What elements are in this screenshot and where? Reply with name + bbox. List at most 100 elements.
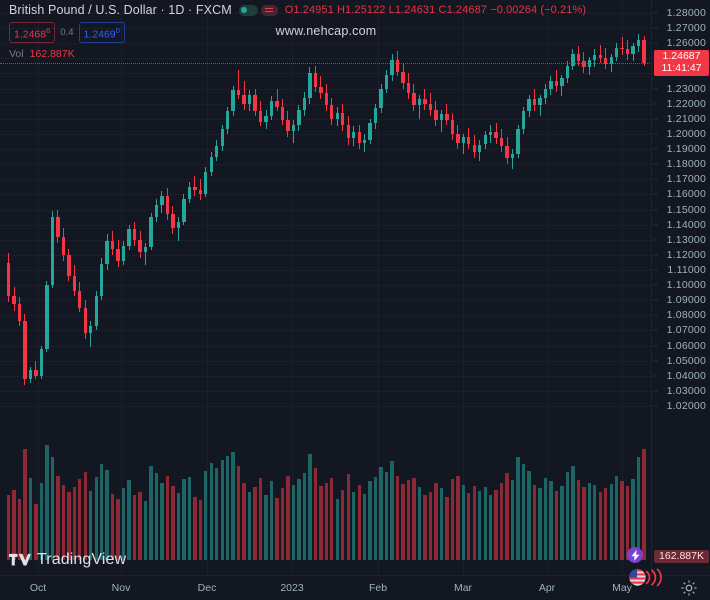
candle-wick	[90, 321, 92, 348]
quote-row: 1.24686 0.4 1.24690	[9, 22, 586, 43]
market-open-dot-icon[interactable]	[238, 4, 258, 16]
volume-bar	[439, 488, 444, 560]
volume-bar	[472, 486, 476, 560]
candle-body	[456, 133, 460, 143]
candle-body	[209, 156, 213, 172]
gridline-vertical	[378, 0, 379, 576]
candle-body	[105, 241, 109, 264]
volume-bar	[193, 496, 197, 560]
gear-icon[interactable]	[680, 579, 698, 597]
volume-bar	[604, 488, 608, 560]
candle-body	[308, 73, 312, 98]
price-axis-tick	[653, 254, 658, 256]
volume-bar	[236, 466, 241, 560]
ohlc-low-value: 1.24631	[394, 4, 436, 16]
volume-bar	[357, 484, 361, 560]
chart-plot-area[interactable]	[0, 0, 652, 576]
candle-body	[401, 71, 405, 83]
candle-body	[143, 247, 148, 252]
volume-bar	[450, 479, 455, 560]
site-watermark: www.nehcap.com	[275, 24, 377, 38]
volume-bar	[560, 486, 564, 560]
candle-body	[99, 263, 104, 296]
volume-bar	[94, 476, 98, 560]
candle-body	[319, 87, 323, 94]
gridline-horizontal	[0, 390, 652, 392]
time-axis-label: Mar	[453, 582, 473, 594]
price-axis[interactable]: 1.280001.270001.260001.250001.240001.230…	[652, 0, 710, 576]
candle-body	[576, 53, 581, 62]
volume-bar	[45, 445, 49, 560]
gridline-vertical	[38, 0, 39, 576]
volume-bar	[615, 475, 619, 560]
candle-body	[291, 124, 296, 131]
volume-bar	[456, 475, 460, 560]
data-lines-badge-icon[interactable]	[260, 4, 278, 16]
volume-bar	[165, 475, 170, 560]
price-axis-tick	[653, 299, 658, 301]
price-axis-tick	[653, 27, 658, 29]
candle-body	[483, 135, 487, 145]
volume-bar	[324, 482, 329, 560]
current-price-value: 1.24687	[662, 50, 701, 63]
symbol-title[interactable]: British Pound / U.S. Dollar · 1D · FXCM	[9, 3, 232, 17]
candle-body	[220, 129, 224, 146]
volume-bar	[28, 477, 33, 560]
volume-bar	[390, 461, 394, 560]
volume-bar	[313, 468, 318, 560]
bid-price-box[interactable]: 1.24686	[9, 22, 56, 43]
tradingview-logo[interactable]: TradingView	[9, 551, 126, 569]
price-axis-tick	[653, 329, 658, 331]
candle-body	[582, 61, 586, 68]
ask-price-box[interactable]: 1.24690	[78, 22, 125, 43]
ohlc-open-key: O	[284, 4, 294, 16]
volume-bar	[373, 476, 378, 560]
gridline-vertical	[547, 0, 548, 576]
candle-body	[17, 303, 22, 322]
ohlc-change-percent: (−0.21%)	[540, 4, 587, 16]
candle-body	[253, 94, 257, 112]
candle-body	[330, 105, 334, 119]
volume-bar	[554, 490, 559, 560]
volume-bar	[23, 448, 27, 560]
candle-body	[23, 321, 27, 379]
market-status-badges[interactable]	[238, 4, 278, 16]
candle-body	[428, 103, 433, 110]
gridline-horizontal	[0, 285, 652, 287]
spread-value: 0.4	[60, 26, 74, 38]
volume-bar	[253, 487, 257, 560]
volume-bar	[215, 468, 219, 560]
volume-bar	[209, 462, 213, 560]
candle-body	[280, 106, 285, 121]
price-axis-label: 1.20000	[666, 127, 706, 140]
gridline-horizontal	[0, 330, 652, 332]
volume-bar	[571, 466, 575, 560]
candle-wick	[440, 109, 442, 133]
price-axis-tick	[653, 118, 658, 120]
gridline-horizontal	[0, 315, 652, 317]
gridline-horizontal	[0, 209, 652, 211]
candle-body	[94, 295, 98, 326]
price-axis-tick	[653, 88, 658, 90]
volume-bar	[582, 487, 586, 560]
candle-body	[417, 99, 422, 106]
volume-bar	[461, 484, 465, 560]
time-axis[interactable]: Oct Nov Dec 2023 Feb Mar Apr May	[0, 575, 710, 600]
candle-body	[346, 124, 350, 139]
volume-bar	[543, 477, 548, 560]
current-price-time: 11:41:47	[661, 61, 702, 74]
lightning-bolt-icon[interactable]	[627, 547, 643, 563]
volume-bar	[12, 489, 16, 560]
candle-wick	[35, 360, 37, 379]
time-axis-label: Nov	[111, 582, 131, 594]
candle-body	[61, 236, 66, 255]
volume-bar	[478, 490, 482, 560]
us-flag-signal-icon[interactable]	[626, 568, 666, 587]
price-axis-tick	[653, 12, 658, 14]
candle-body	[193, 186, 197, 190]
candle-body	[264, 115, 268, 122]
candle-body	[352, 132, 356, 139]
price-axis-label: 1.19000	[666, 143, 706, 156]
volume-bar	[379, 467, 383, 560]
ohlc-open-value: 1.24951	[293, 4, 334, 16]
